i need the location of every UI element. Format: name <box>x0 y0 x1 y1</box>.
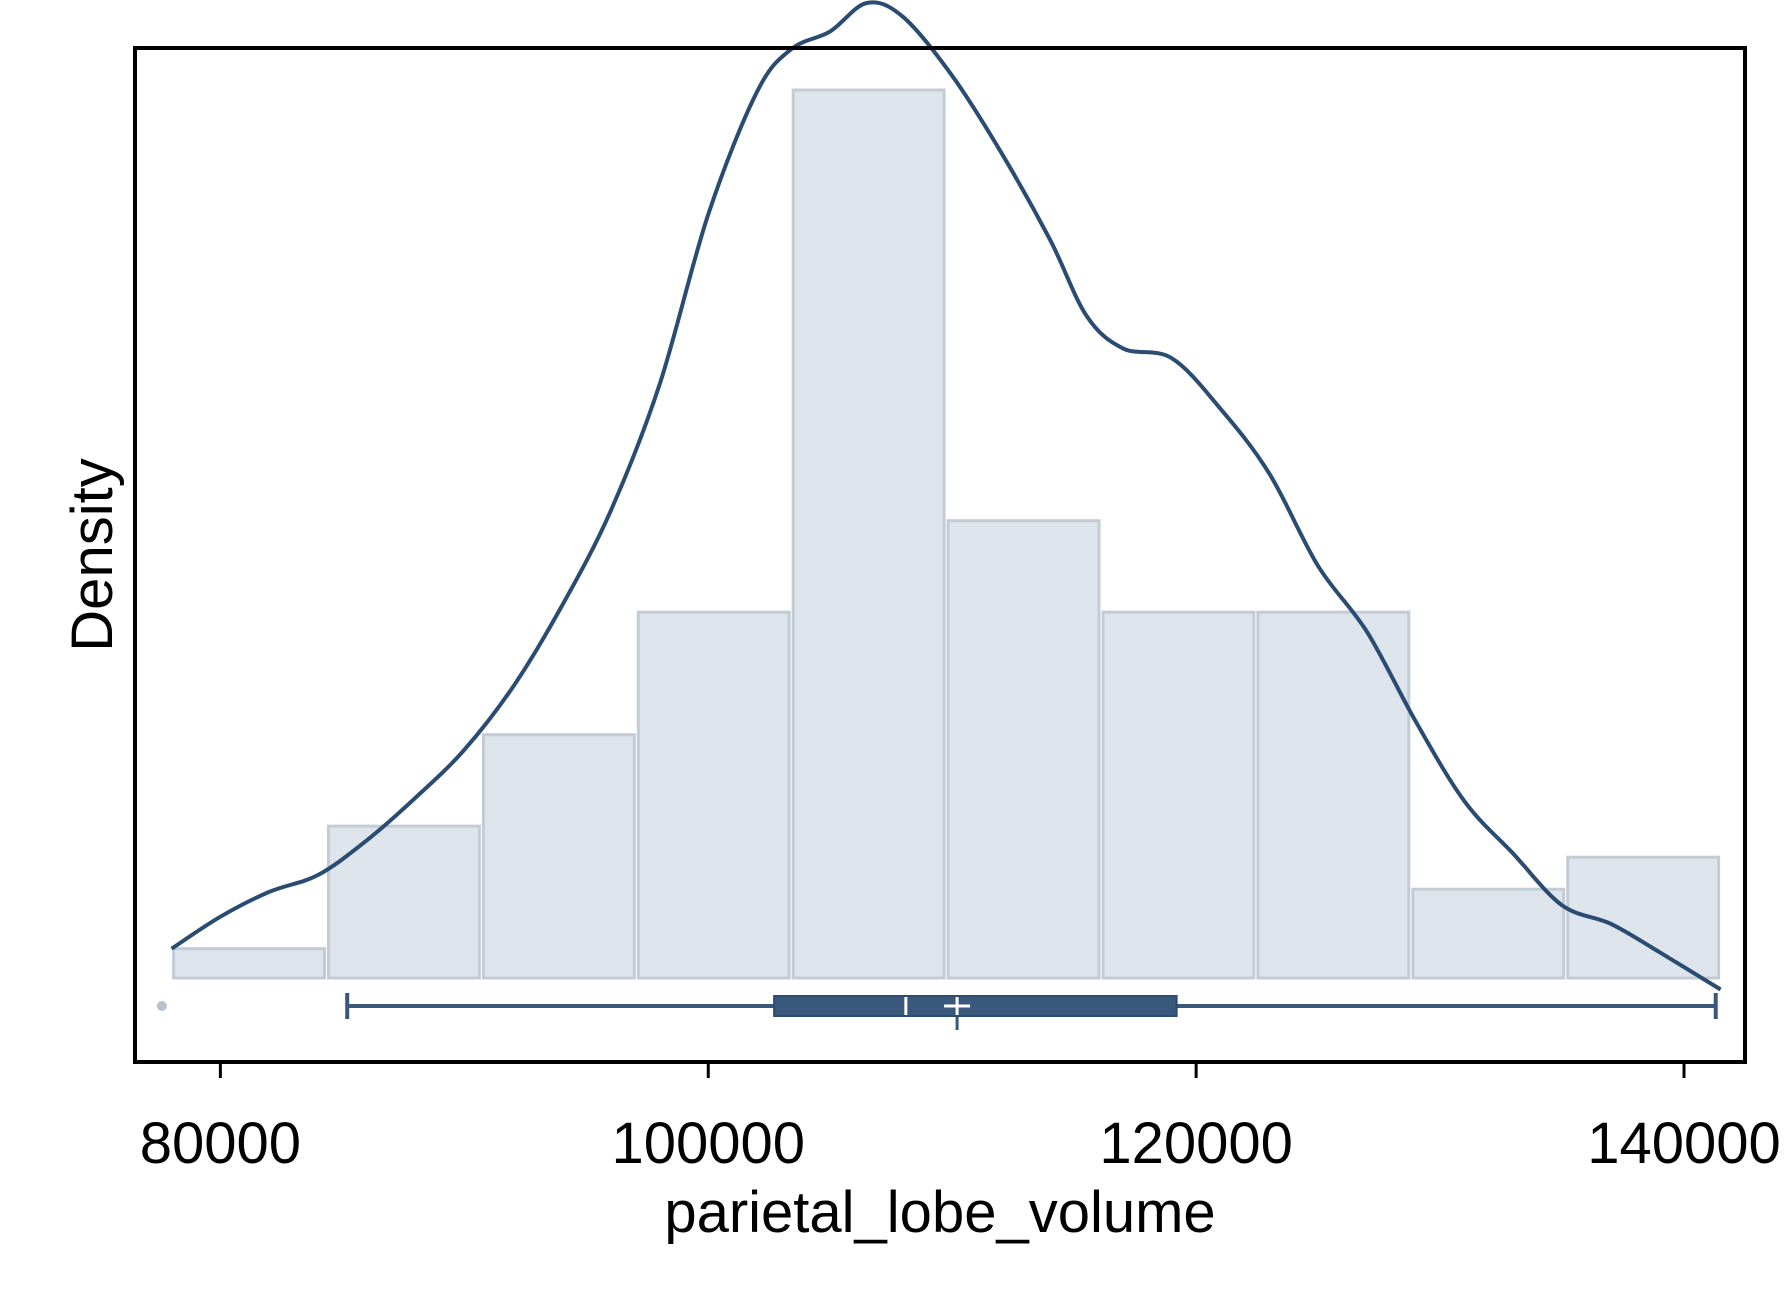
histogram-bar <box>791 88 946 980</box>
density-curve-group <box>170 0 1722 992</box>
x-tick-label: 120000 <box>1099 1111 1293 1176</box>
histogram-bars <box>172 88 1721 980</box>
boxplot-outlier <box>156 1001 167 1011</box>
histogram-bar <box>326 824 481 980</box>
histogram-bar <box>636 610 791 980</box>
x-tick-label: 100000 <box>611 1111 805 1176</box>
x-axis-ticks: 80000 100000 120000 140000 <box>140 1062 1781 1176</box>
x-axis-title: parietal_lobe_volume <box>664 1180 1215 1245</box>
x-tick-label: 140000 <box>1587 1111 1781 1176</box>
histogram-bar <box>1411 887 1566 980</box>
histogram-bar <box>1566 855 1721 980</box>
histogram-bar <box>946 519 1101 980</box>
x-tick-label: 80000 <box>140 1111 301 1176</box>
histogram-bar <box>481 733 636 980</box>
histogram-bar <box>1101 610 1256 980</box>
boxplot-box <box>773 995 1178 1017</box>
plot-frame <box>133 46 1747 1064</box>
histogram-bar <box>172 947 326 980</box>
boxplot-group <box>156 993 1718 1030</box>
density-curve <box>170 0 1722 992</box>
histogram-bar <box>1256 610 1411 980</box>
y-axis-title: Density <box>60 458 125 651</box>
